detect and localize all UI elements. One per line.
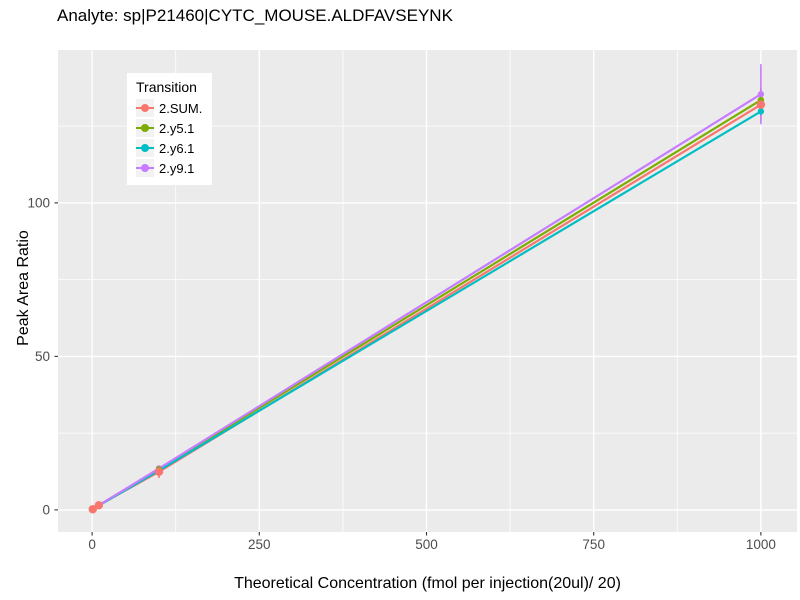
legend-item: 2.SUM. xyxy=(136,99,202,117)
legend-key-icon xyxy=(136,119,154,137)
data-point xyxy=(154,467,164,477)
legend-key-dot xyxy=(141,124,149,132)
legend-key-icon xyxy=(136,159,154,177)
data-point xyxy=(757,91,765,98)
x-tick-label: 500 xyxy=(415,537,438,552)
legend-key-dot xyxy=(141,164,149,172)
legend-key-dot xyxy=(141,144,149,152)
x-tick-label: 0 xyxy=(88,537,96,552)
y-tick-label: 50 xyxy=(35,349,50,364)
legend-key-dot xyxy=(141,104,149,112)
legend-title: Transition xyxy=(136,79,197,95)
legend-key-icon xyxy=(136,99,154,117)
legend-item-label: 2.y6.1 xyxy=(159,140,195,156)
legend-item: 2.y9.1 xyxy=(136,159,202,177)
legend-item: 2.y6.1 xyxy=(136,139,202,157)
legend-item-label: 2.y9.1 xyxy=(159,160,195,176)
y-axis-title: Peak Area Ratio xyxy=(15,230,32,346)
legend-item-label: 2.SUM. xyxy=(159,100,203,116)
chart-title: Analyte: sp|P21460|CYTC_MOUSE.ALDFAVSEYN… xyxy=(57,6,453,25)
legend-item: 2.y5.1 xyxy=(136,119,202,137)
x-tick-label: 250 xyxy=(248,537,271,552)
data-point xyxy=(757,108,765,115)
y-tick-label: 100 xyxy=(27,195,50,210)
legend-item-label: 2.y5.1 xyxy=(159,120,195,136)
x-tick-label: 1000 xyxy=(746,537,776,552)
data-point xyxy=(756,100,766,109)
data-point xyxy=(88,505,97,514)
legend-items: 2.SUM. 2.y5.1 2.y6.1 2.y9.1 xyxy=(136,99,202,177)
x-tick-label: 750 xyxy=(582,537,605,552)
x-axis-title: Theoretical Concentration (fmol per inje… xyxy=(234,575,621,592)
legend: Transition 2.SUM. 2.y5.1 2.y6.1 2.y9.1 xyxy=(127,73,213,185)
legend-key-icon xyxy=(136,139,154,157)
data-point xyxy=(94,501,103,510)
y-tick-label: 0 xyxy=(42,502,50,517)
